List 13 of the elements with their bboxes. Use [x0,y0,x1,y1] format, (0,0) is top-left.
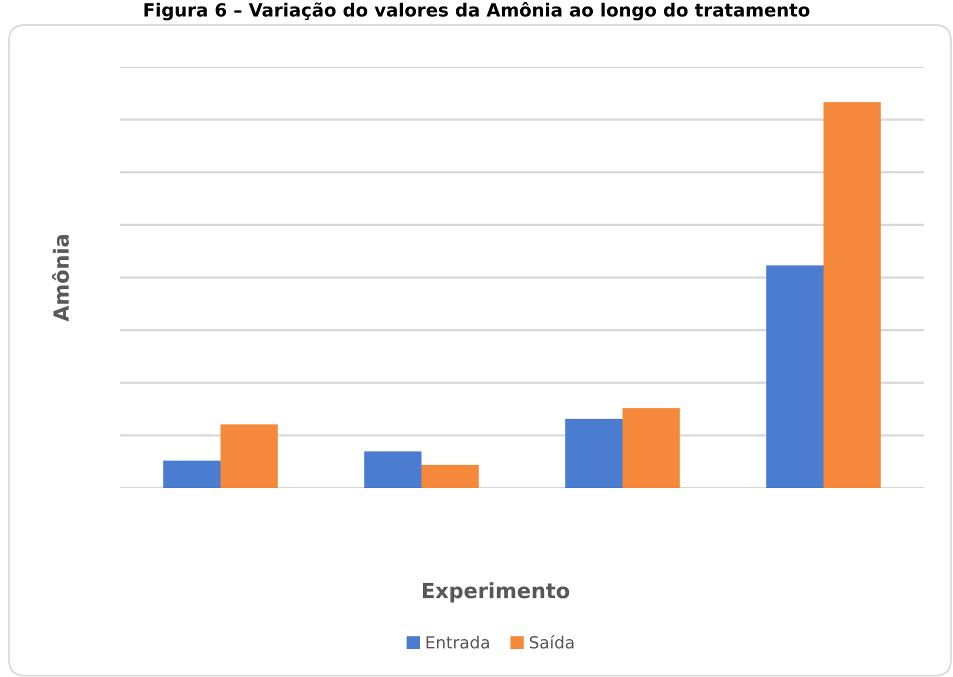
y-axis-title: Amônia [52,235,69,322]
x-axis-title: Experimento [422,582,570,602]
bar [163,460,220,488]
bar [565,418,622,488]
bar [824,102,881,488]
bar [422,464,479,488]
legend-label: Entrada [426,636,489,649]
chart-title: Figura 6 – Variação do valores da Amônia ao longo do tratamento [144,2,810,20]
bar [766,265,824,488]
bar [220,424,278,488]
legend-label: Saída [530,635,574,649]
bar [622,408,680,488]
bar [364,451,422,488]
